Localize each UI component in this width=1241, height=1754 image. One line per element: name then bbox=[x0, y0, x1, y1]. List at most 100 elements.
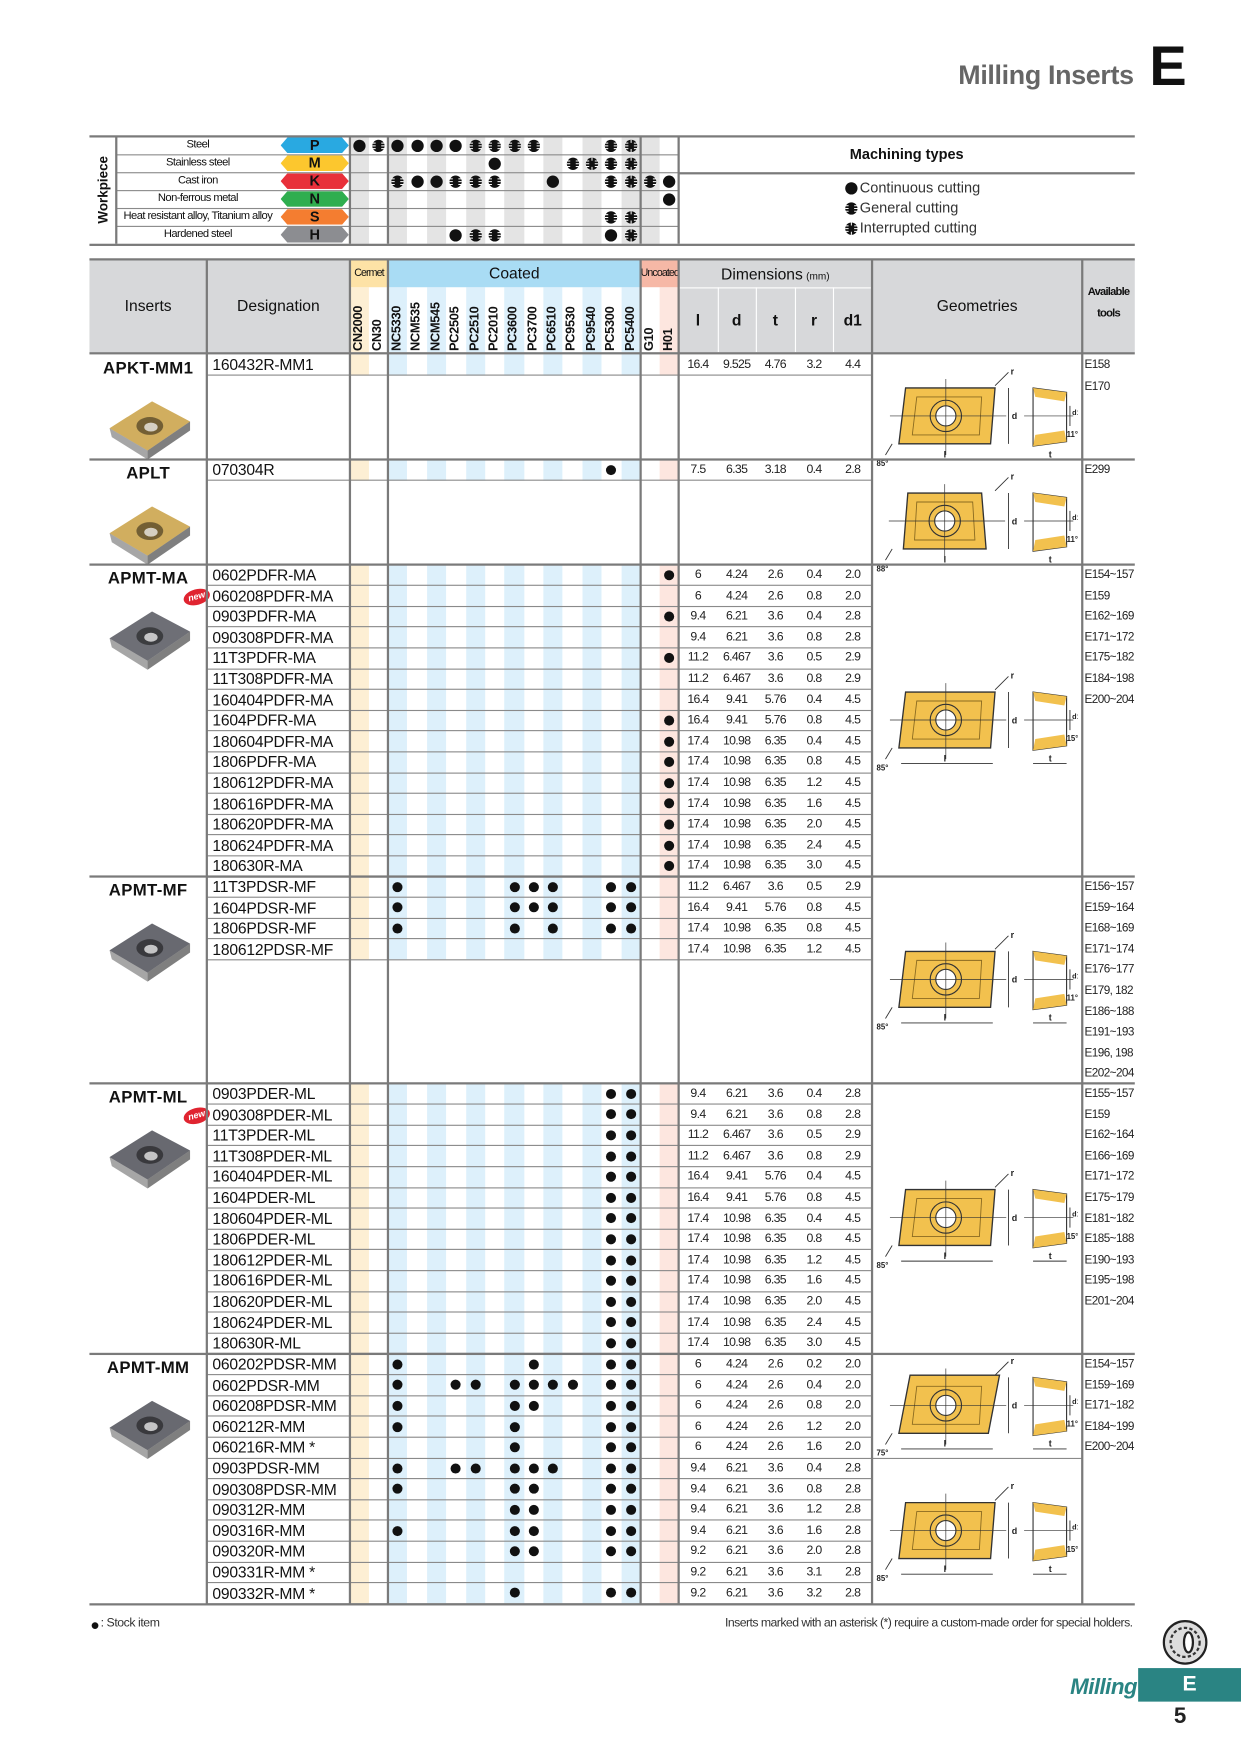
grade-header-pc2010 bbox=[485, 287, 505, 353]
insert-name: APMT-MM bbox=[106, 1358, 190, 1378]
dim-l: 17.4 bbox=[687, 734, 709, 748]
stock-dot bbox=[509, 923, 520, 934]
tool-ref: E202~204 bbox=[1084, 1067, 1134, 1081]
material-row: Steel P bbox=[116, 136, 678, 154]
row-divider bbox=[206, 374, 873, 376]
material-row: Hardened steel H bbox=[116, 226, 678, 244]
general-cutting-icon bbox=[488, 139, 501, 152]
stock-dot bbox=[625, 1463, 636, 1474]
insert-name: APMT-MF bbox=[108, 880, 188, 901]
table-row: 090312R-MM 9.4 6.21 3.6 1.2 2.8 bbox=[207, 1499, 872, 1520]
grade-name: PC3600 bbox=[506, 306, 521, 352]
dim-d1: 2.0 bbox=[845, 1440, 861, 1454]
stock-dot bbox=[509, 1463, 520, 1474]
designation-cell: 180612PDSR-MF bbox=[212, 940, 334, 958]
dim-l: 16.4 bbox=[687, 1169, 709, 1184]
designation-cell: 0602PDSR-MM bbox=[212, 1375, 320, 1394]
label-lead-angle: 85° bbox=[877, 1261, 889, 1270]
dim-d1: 4.5 bbox=[845, 1232, 861, 1246]
dim-r: 0.4 bbox=[806, 1378, 822, 1392]
stock-dot bbox=[606, 1525, 617, 1536]
dim-d: 10.98 bbox=[722, 1211, 751, 1225]
column-divider bbox=[205, 259, 208, 1605]
dim-d: 10.98 bbox=[722, 1315, 751, 1329]
dim-d: 6.21 bbox=[726, 1482, 748, 1496]
dim-r: 2.4 bbox=[806, 838, 822, 852]
dim-d1: 4.5 bbox=[845, 817, 861, 831]
tool-ref: E171~182 bbox=[1084, 1398, 1134, 1413]
row-divider bbox=[206, 1269, 873, 1272]
table-row: 180612PDSR-MF 17.4 10.98 6.35 1.2 4.5 bbox=[207, 939, 872, 960]
dim-t: 5.76 bbox=[764, 1190, 787, 1205]
stock-dot bbox=[392, 1463, 403, 1474]
table-row: 090308PDSR-MM 9.4 6.21 3.6 0.8 2.8 bbox=[207, 1479, 872, 1500]
stock-dot bbox=[606, 1234, 617, 1245]
table-border bbox=[89, 258, 1135, 261]
dim-r: 1.2 bbox=[806, 1253, 822, 1267]
material-name: Non-ferrous metal bbox=[157, 192, 239, 205]
table-row: 0903PDER-ML 9.4 6.21 3.6 0.4 2.8 bbox=[207, 1083, 872, 1104]
stock-dot bbox=[606, 1338, 617, 1349]
dim-d: 9.41 bbox=[726, 1190, 748, 1205]
stock-dot bbox=[625, 1400, 636, 1411]
dim-l: 9.4 bbox=[690, 1107, 706, 1121]
table-row: 180630R-ML 17.4 10.98 6.35 3.0 4.5 bbox=[207, 1333, 872, 1354]
grade-header-g10 bbox=[640, 287, 660, 353]
label-lead-angle: 85° bbox=[877, 460, 889, 469]
stock-dot bbox=[450, 1380, 462, 1391]
stock-dot bbox=[606, 1151, 617, 1162]
dim-l: 6 bbox=[694, 1419, 702, 1434]
tool-ref: E200~204 bbox=[1084, 1440, 1134, 1454]
dim-l: 9.4 bbox=[690, 1461, 706, 1475]
designation-cell: 180616PDFR-MA bbox=[212, 794, 334, 813]
label-d1: d1 bbox=[1072, 513, 1078, 522]
dim-t: 3.6 bbox=[767, 1502, 784, 1517]
header-tools bbox=[1082, 259, 1135, 353]
dim-r: 1.2 bbox=[806, 1419, 822, 1434]
row-divider bbox=[206, 688, 873, 690]
dim-header-l: l bbox=[695, 310, 701, 329]
dim-d: 4.24 bbox=[726, 588, 748, 603]
dim-r: 1.6 bbox=[806, 1440, 822, 1454]
interrupted-cutting-icon bbox=[844, 221, 857, 235]
dim-t: 3.6 bbox=[767, 630, 784, 644]
dim-r: 0.4 bbox=[806, 1086, 822, 1101]
row-divider bbox=[206, 834, 873, 836]
stock-dot bbox=[625, 1234, 636, 1245]
designation-cell: 180616PDER-ML bbox=[212, 1271, 333, 1290]
dim-t: 3.6 bbox=[767, 1086, 784, 1101]
label-l: l bbox=[944, 1438, 946, 1448]
grade-stripe bbox=[582, 354, 602, 376]
dim-l: 6 bbox=[694, 1398, 702, 1413]
grade-stripe bbox=[465, 564, 486, 877]
dim-d: 4.24 bbox=[726, 1398, 748, 1413]
table-border bbox=[89, 243, 1135, 246]
dim-l: 16.4 bbox=[687, 692, 709, 707]
stock-dot bbox=[664, 757, 675, 768]
section-border bbox=[89, 1082, 1135, 1085]
dim-d: 6.21 bbox=[726, 630, 748, 644]
label-d1: d1 bbox=[1072, 408, 1078, 417]
section-border bbox=[89, 875, 1135, 878]
designation-cell: 070304R bbox=[212, 460, 275, 479]
stock-dot bbox=[470, 1463, 481, 1474]
dim-t: 6.35 bbox=[764, 1253, 787, 1267]
tool-ref: E159 bbox=[1084, 588, 1110, 603]
tool-ref: E200~204 bbox=[1084, 692, 1134, 707]
table-row: 1806PDFR-MA 17.4 10.98 6.35 0.8 4.5 bbox=[207, 752, 872, 773]
row-divider bbox=[206, 709, 873, 711]
stock-dot bbox=[509, 1442, 520, 1453]
grade-stripe bbox=[659, 1083, 679, 1354]
dim-r: 0.4 bbox=[806, 692, 822, 707]
tools-header-line2: tools bbox=[1097, 307, 1121, 320]
dim-r: 3.2 bbox=[806, 1586, 822, 1600]
divider bbox=[678, 287, 873, 289]
grade-header-pc5300 bbox=[601, 287, 622, 353]
table-row: 090308PDER-ML 9.4 6.21 3.6 0.8 2.8 bbox=[207, 1104, 872, 1125]
dim-d: 10.98 bbox=[722, 817, 751, 831]
dim-d1: 4.5 bbox=[845, 942, 861, 956]
inserts-header-label: Inserts bbox=[124, 296, 172, 315]
stock-dot bbox=[548, 902, 559, 913]
dim-d1: 2.8 bbox=[845, 1461, 861, 1475]
dim-header-d: d bbox=[731, 310, 742, 329]
